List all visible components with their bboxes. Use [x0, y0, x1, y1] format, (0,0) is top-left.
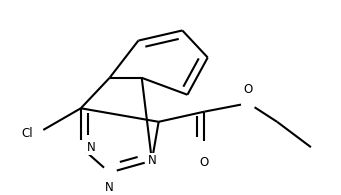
Text: N: N	[87, 141, 96, 154]
Text: N: N	[105, 181, 114, 194]
Text: N: N	[148, 154, 156, 167]
Text: Cl: Cl	[22, 127, 33, 140]
Text: O: O	[200, 156, 209, 169]
Text: O: O	[244, 83, 253, 97]
